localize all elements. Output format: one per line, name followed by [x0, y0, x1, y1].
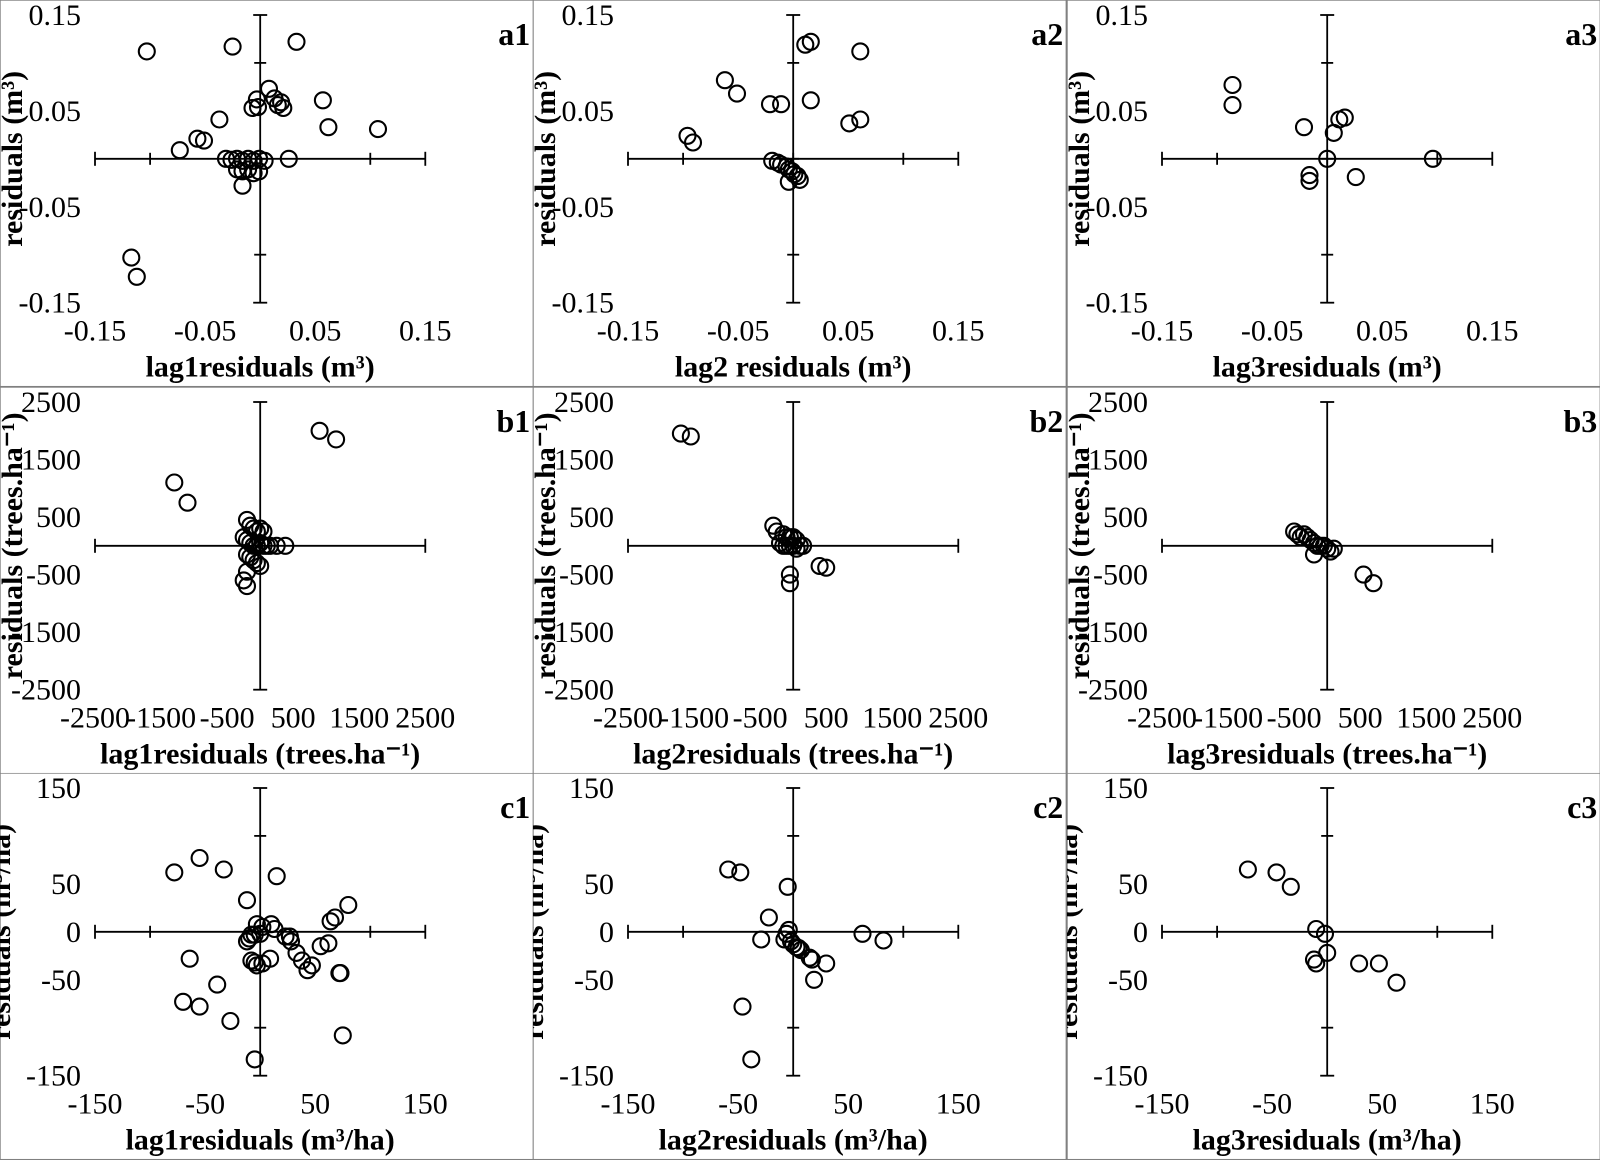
svg-text:500: 500 [271, 701, 316, 734]
svg-text:-1500: -1500 [126, 701, 196, 734]
svg-text:b2: b2 [1030, 403, 1064, 439]
svg-text:-500: -500 [26, 558, 81, 591]
svg-text:residuals (m³): residuals (m³) [0, 71, 29, 247]
svg-text:500: 500 [1103, 501, 1148, 534]
svg-text:-50: -50 [1252, 1088, 1292, 1121]
svg-text:150: 150 [1103, 773, 1148, 805]
svg-text:50: 50 [1118, 868, 1148, 901]
svg-text:c1: c1 [500, 789, 530, 825]
svg-text:500: 500 [569, 501, 614, 534]
svg-text:150: 150 [1469, 1088, 1514, 1121]
svg-text:1500: 1500 [1396, 701, 1456, 734]
svg-text:500: 500 [804, 701, 849, 734]
svg-text:0.05: 0.05 [1095, 95, 1147, 128]
svg-text:-0.05: -0.05 [707, 315, 769, 348]
svg-text:-50: -50 [1108, 964, 1148, 997]
svg-text:0.05: 0.05 [562, 95, 614, 128]
svg-text:1500: 1500 [329, 701, 389, 734]
svg-text:2500: 2500 [1462, 701, 1522, 734]
svg-text:50: 50 [584, 868, 614, 901]
svg-text:0.15: 0.15 [562, 0, 614, 32]
svg-text:lag1residuals (m³): lag1residuals (m³) [146, 351, 375, 384]
svg-text:150: 150 [403, 1088, 448, 1121]
svg-text:residuals (m³/ha): residuals (m³/ha) [1067, 824, 1084, 1040]
svg-text:150: 150 [36, 773, 81, 805]
svg-text:b3: b3 [1563, 403, 1597, 439]
svg-text:residuals (trees.ha⁻¹): residuals (trees.ha⁻¹) [1067, 412, 1096, 679]
svg-text:1500: 1500 [1088, 443, 1148, 476]
svg-text:2500: 2500 [929, 701, 989, 734]
svg-text:lag3residuals (trees.ha⁻¹): lag3residuals (trees.ha⁻¹) [1167, 737, 1487, 770]
svg-text:-0.15: -0.15 [19, 287, 81, 320]
svg-text:a1: a1 [498, 16, 530, 52]
svg-text:0.05: 0.05 [29, 95, 81, 128]
svg-text:-500: -500 [559, 558, 614, 591]
svg-text:0.15: 0.15 [932, 315, 984, 348]
svg-text:1500: 1500 [863, 701, 923, 734]
svg-text:-0.05: -0.05 [174, 315, 236, 348]
svg-text:lag1residuals (m³/ha): lag1residuals (m³/ha) [126, 1124, 395, 1157]
svg-text:a2: a2 [1032, 16, 1064, 52]
svg-text:-150: -150 [26, 1060, 81, 1093]
svg-text:2500: 2500 [21, 387, 81, 419]
svg-text:0: 0 [1133, 916, 1148, 949]
svg-text:500: 500 [36, 501, 81, 534]
svg-text:-50: -50 [185, 1088, 225, 1121]
svg-text:-150: -150 [1093, 1060, 1148, 1093]
svg-text:0.15: 0.15 [1095, 0, 1147, 32]
svg-text:0: 0 [599, 916, 614, 949]
svg-text:1500: 1500 [554, 443, 614, 476]
svg-text:50: 50 [1367, 1088, 1397, 1121]
svg-text:-150: -150 [559, 1060, 614, 1093]
svg-text:1500: 1500 [21, 443, 81, 476]
svg-text:-1500: -1500 [659, 701, 729, 734]
svg-text:-500: -500 [1093, 558, 1148, 591]
svg-text:lag3residuals (m³/ha): lag3residuals (m³/ha) [1192, 1124, 1461, 1157]
svg-text:residuals (trees.ha⁻¹): residuals (trees.ha⁻¹) [0, 412, 29, 679]
svg-text:-500: -500 [733, 701, 788, 734]
svg-text:0.05: 0.05 [289, 315, 341, 348]
svg-text:50: 50 [51, 868, 81, 901]
svg-text:0.05: 0.05 [1356, 315, 1408, 348]
svg-text:0.05: 0.05 [822, 315, 874, 348]
svg-text:lag2 residuals (m³): lag2 residuals (m³) [675, 351, 912, 384]
svg-text:0: 0 [66, 916, 81, 949]
svg-text:-1500: -1500 [1193, 701, 1263, 734]
svg-text:residuals (m³/ha): residuals (m³/ha) [0, 824, 17, 1040]
svg-text:-500: -500 [200, 701, 255, 734]
svg-text:-0.05: -0.05 [1241, 315, 1303, 348]
svg-text:0.15: 0.15 [1466, 315, 1518, 348]
svg-text:lag2residuals (m³/ha): lag2residuals (m³/ha) [659, 1124, 928, 1157]
svg-text:50: 50 [834, 1088, 864, 1121]
svg-text:-50: -50 [41, 964, 81, 997]
svg-text:150: 150 [936, 1088, 981, 1121]
svg-text:lag2residuals (trees.ha⁻¹): lag2residuals (trees.ha⁻¹) [633, 737, 953, 770]
svg-text:150: 150 [569, 773, 614, 805]
svg-text:lag1residuals (trees.ha⁻¹): lag1residuals (trees.ha⁻¹) [100, 737, 420, 770]
svg-text:2500: 2500 [395, 701, 455, 734]
svg-text:residuals (trees.ha⁻¹): residuals (trees.ha⁻¹) [533, 412, 562, 679]
svg-text:0.15: 0.15 [399, 315, 451, 348]
svg-text:lag3residuals (m³): lag3residuals (m³) [1212, 351, 1441, 384]
svg-text:c2: c2 [1033, 789, 1063, 825]
svg-text:a3: a3 [1565, 16, 1597, 52]
svg-text:residuals (m³): residuals (m³) [1067, 71, 1096, 247]
svg-text:-0.15: -0.15 [552, 287, 614, 320]
svg-text:50: 50 [300, 1088, 330, 1121]
svg-text:2500: 2500 [554, 387, 614, 419]
svg-text:500: 500 [1337, 701, 1382, 734]
svg-text:b1: b1 [497, 403, 531, 439]
svg-text:-0.15: -0.15 [1085, 287, 1147, 320]
svg-text:-50: -50 [718, 1088, 758, 1121]
svg-text:residuals (m³/ha): residuals (m³/ha) [533, 824, 550, 1040]
svg-text:residuals (m³): residuals (m³) [533, 71, 562, 247]
svg-text:-500: -500 [1266, 701, 1321, 734]
svg-text:-50: -50 [574, 964, 614, 997]
svg-text:c3: c3 [1567, 789, 1597, 825]
svg-text:0.15: 0.15 [29, 0, 81, 32]
svg-text:2500: 2500 [1088, 387, 1148, 419]
